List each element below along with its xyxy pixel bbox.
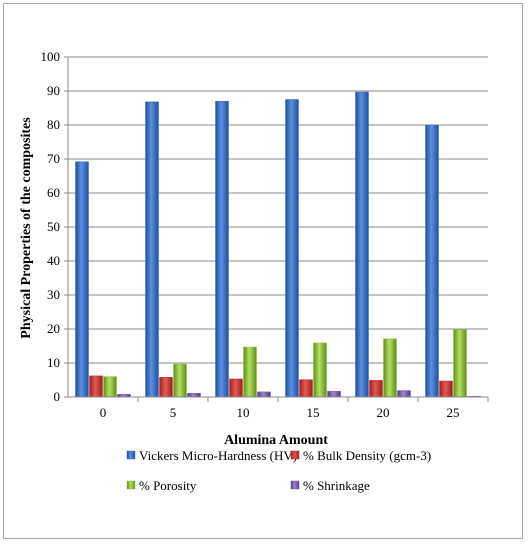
y-tick-label: 20 — [47, 321, 60, 336]
axes — [64, 56, 489, 402]
bar-bulk-density-gcm-15 — [299, 379, 313, 398]
gridlines — [68, 56, 488, 364]
bar-porosity-25 — [453, 329, 467, 398]
legend-swatch — [290, 450, 300, 460]
x-tick-label: 0 — [100, 405, 107, 420]
bar-vickers-micro-hardness-hv-20 — [355, 91, 369, 398]
bar-vickers-micro-hardness-hv-10 — [215, 100, 229, 398]
y-tick-label: 0 — [54, 389, 61, 404]
x-axis-title: Alumina Amount — [224, 433, 328, 448]
bar-porosity-0 — [103, 376, 117, 398]
x-tick-label: 25 — [447, 405, 460, 420]
y-tick-label: 10 — [47, 355, 60, 370]
bar-porosity-10 — [243, 346, 257, 398]
legend-label: % Bulk Density (gcm-3) — [303, 448, 431, 463]
legend-swatch — [290, 480, 300, 490]
x-tick-label: 20 — [377, 405, 390, 420]
bar-shrinkage-5 — [187, 393, 201, 398]
bar-vickers-micro-hardness-hv-15 — [285, 99, 299, 398]
tick-labels: 0 10 20 30 40 50 60 70 80 90 100 0 5 10 15 20 25 — [41, 49, 460, 420]
bar-vickers-micro-hardness-hv-5 — [145, 101, 159, 398]
x-tick-label: 5 — [170, 405, 177, 420]
x-tick-label: 10 — [237, 405, 250, 420]
bar-vickers-micro-hardness-hv-0 — [75, 161, 89, 398]
y-tick-label: 100 — [41, 49, 61, 64]
legend-label: % Shrinkage — [303, 478, 370, 493]
x-tick-label: 15 — [307, 405, 320, 420]
y-axis-title: Physical Properties of the composites — [19, 117, 34, 339]
legend: Vickers Micro-Hardness (HV) % Bulk Densit… — [126, 448, 431, 493]
bar-bulk-density-gcm-25 — [439, 380, 453, 398]
legend-swatch — [126, 480, 136, 490]
bar-bulk-density-gcm-20 — [369, 380, 383, 398]
bars — [75, 91, 481, 398]
bar-bulk-density-gcm-0 — [89, 375, 103, 398]
legend-label: Vickers Micro-Hardness (HV) — [139, 448, 297, 463]
y-tick-label: 50 — [47, 219, 60, 234]
legend-label: % Porosity — [139, 478, 197, 493]
y-tick-label: 90 — [47, 83, 60, 98]
bar-shrinkage-15 — [327, 390, 341, 398]
y-tick-label: 40 — [47, 253, 60, 268]
bar-shrinkage-10 — [257, 391, 271, 398]
legend-swatch — [126, 450, 136, 460]
y-tick-label: 60 — [47, 185, 60, 200]
bar-porosity-5 — [173, 363, 187, 398]
bar-vickers-micro-hardness-hv-25 — [425, 124, 439, 398]
y-tick-label: 70 — [47, 151, 60, 166]
bar-bulk-density-gcm-10 — [229, 378, 243, 398]
bar-porosity-15 — [313, 342, 327, 398]
bar-bulk-density-gcm-5 — [159, 377, 173, 398]
bar-porosity-20 — [383, 338, 397, 398]
y-tick-label: 80 — [47, 117, 60, 132]
y-tick-label: 30 — [47, 287, 60, 302]
bar-shrinkage-20 — [397, 390, 411, 398]
